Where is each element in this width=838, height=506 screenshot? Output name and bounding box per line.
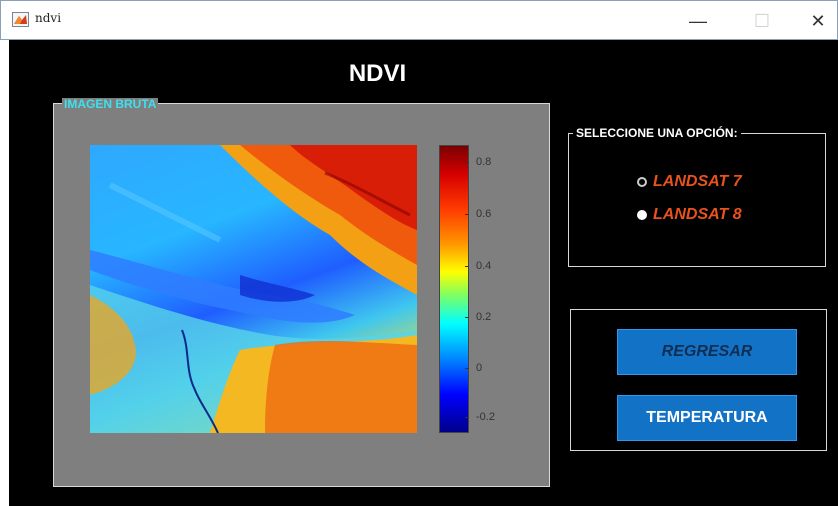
options-panel: SELECCIONE UNA OPCIÓN: LANDSAT 7 LANDSAT… — [568, 126, 826, 267]
matlab-figure-icon — [12, 12, 29, 27]
colorbar-tick: -0.2 — [465, 411, 495, 423]
radio-label[interactable]: LANDSAT 7 — [653, 173, 742, 190]
actions-panel: REGRESAR TEMPERATURA — [570, 309, 827, 451]
title-bar: ndvi — ☐ ✕ — [0, 0, 838, 40]
regresar-button[interactable]: REGRESAR — [617, 329, 797, 375]
radio-unselected-icon[interactable] — [637, 177, 647, 187]
imagen-bruta-panel: IMAGEN BRUTA 0.8 0.6 0.4 0.2 0 -0.2 — [53, 98, 550, 487]
imagen-bruta-label: IMAGEN BRUTA — [62, 97, 159, 111]
radio-landsat-8[interactable]: LANDSAT 8 — [637, 204, 742, 226]
colorbar-tick: 0.6 — [464, 208, 492, 220]
radio-label[interactable]: LANDSAT 8 — [653, 206, 742, 223]
radio-landsat-7[interactable]: LANDSAT 7 — [637, 171, 742, 193]
radio-selected-icon[interactable] — [637, 210, 647, 220]
colorbar-tick: 0.8 — [464, 156, 492, 168]
colorbar-tick: 0.4 — [464, 260, 492, 272]
page-title: NDVI — [348, 60, 407, 87]
minimize-button[interactable]: — — [689, 11, 707, 31]
close-button[interactable]: ✕ — [810, 11, 826, 31]
temperatura-button[interactable]: TEMPERATURA — [617, 395, 797, 441]
options-panel-label: SELECCIONE UNA OPCIÓN: — [573, 126, 741, 140]
colorbar-tick: 0 — [464, 362, 483, 374]
colorbar-tick: 0.2 — [464, 311, 492, 323]
window-title: ndvi — [35, 11, 62, 25]
ndvi-image — [90, 145, 417, 433]
maximize-button[interactable]: ☐ — [753, 11, 771, 31]
ndvi-colorbar — [439, 145, 469, 433]
figure-area: NDVI IMAGEN BRUTA 0.8 0.6 0.4 0.2 0 — [9, 40, 838, 506]
